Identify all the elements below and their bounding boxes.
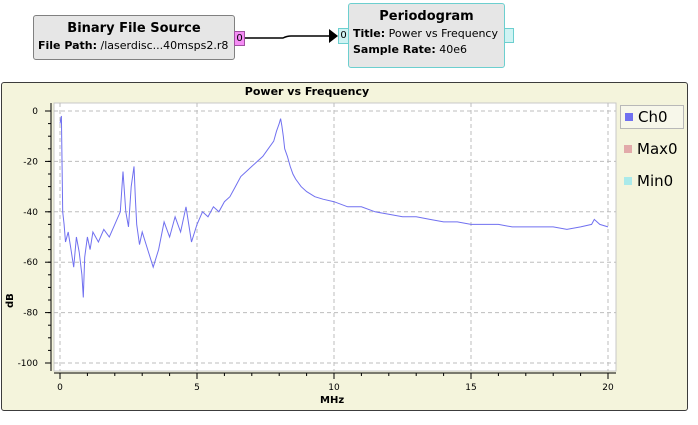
y-tick-label: -80 bbox=[23, 309, 38, 319]
periodogram-plot-panel: Power vs Frequency 0 5 10 15 20 0 -20 -40 -60 -80… bbox=[1, 82, 688, 411]
x-tick-label: 20 bbox=[602, 383, 614, 393]
x-tick-label: 15 bbox=[465, 383, 476, 393]
param-label: File Path: bbox=[38, 39, 98, 52]
plot-legend: Ch0 Max0 Min0 bbox=[620, 105, 684, 201]
legend-item-ch0[interactable]: Ch0 bbox=[620, 105, 684, 129]
x-tick-label: 0 bbox=[57, 383, 63, 393]
source-output-port[interactable]: 0 bbox=[234, 31, 245, 46]
param-label: Title: bbox=[353, 27, 386, 40]
sample-rate-param: Sample Rate: 40e6 bbox=[353, 43, 504, 56]
file-path-param: File Path: /laserdisc...40msps2.r8 bbox=[38, 39, 234, 52]
periodogram-block[interactable]: Periodogram Title: Power vs Frequency Sa… bbox=[348, 3, 505, 68]
x-axis-label: MHz bbox=[320, 395, 345, 406]
legend-swatch-max0 bbox=[624, 145, 632, 153]
legend-swatch-min0 bbox=[624, 177, 632, 185]
param-value: Power vs Frequency bbox=[388, 27, 498, 40]
param-label: Sample Rate: bbox=[353, 43, 436, 56]
legend-item-max0[interactable]: Max0 bbox=[620, 137, 684, 161]
param-value: 40e6 bbox=[439, 43, 468, 56]
param-value: /laserdisc...40msps2.r8 bbox=[100, 39, 229, 52]
sink-extra-port[interactable] bbox=[504, 28, 514, 43]
x-tick-label: 5 bbox=[194, 383, 200, 393]
plot-area bbox=[53, 102, 617, 372]
y-tick-label: 0 bbox=[32, 107, 38, 117]
legend-label: Max0 bbox=[637, 140, 678, 158]
y-tick-label: -100 bbox=[18, 359, 39, 369]
y-axis-label: dB bbox=[5, 293, 16, 308]
legend-label: Min0 bbox=[637, 172, 674, 190]
y-tick-label: -40 bbox=[23, 208, 38, 218]
x-tick-label: 10 bbox=[328, 383, 340, 393]
title-param: Title: Power vs Frequency bbox=[353, 27, 504, 40]
legend-label: Ch0 bbox=[638, 108, 668, 126]
series-line-ch0 bbox=[59, 115, 609, 298]
plot-title: Power vs Frequency bbox=[244, 85, 370, 98]
y-tick-label: -20 bbox=[23, 157, 38, 167]
binary-file-source-block[interactable]: Binary File Source File Path: /laserdisc… bbox=[33, 15, 235, 60]
block-title: Binary File Source bbox=[67, 21, 201, 36]
plot-canvas[interactable]: 0 5 10 15 20 0 -20 -40 -60 -80 -100 bbox=[2, 83, 689, 412]
y-tick-label: -60 bbox=[23, 258, 38, 268]
legend-swatch-ch0 bbox=[625, 113, 633, 121]
legend-item-min0[interactable]: Min0 bbox=[620, 169, 684, 193]
block-title: Periodogram bbox=[379, 9, 474, 24]
